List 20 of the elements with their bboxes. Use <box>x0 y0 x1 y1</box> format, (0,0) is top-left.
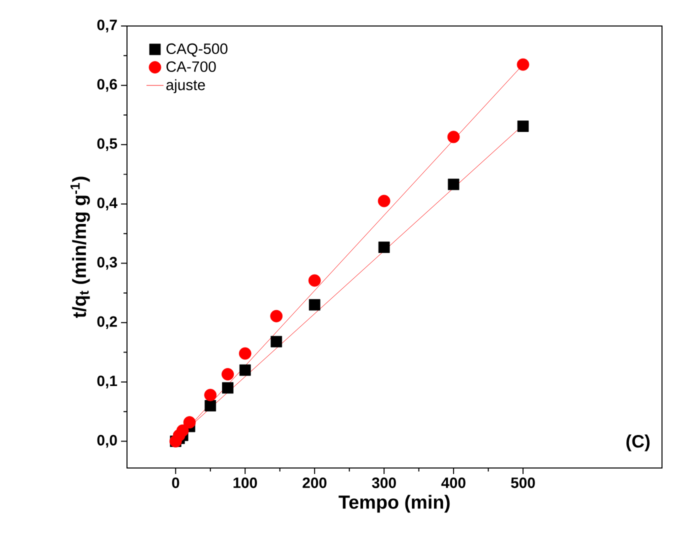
legend-label: CA-700 <box>166 61 216 72</box>
y-tick-label: 0,0 <box>97 434 117 448</box>
x-tick-label: 0 <box>172 477 180 488</box>
x-tick-label: 200 <box>302 477 326 488</box>
x-tick-label: 300 <box>372 477 396 488</box>
x-tick-label: 500 <box>511 477 535 488</box>
y-tick-label: 0,6 <box>97 78 117 92</box>
annotation: (C) <box>626 434 650 452</box>
x-tick-label: 400 <box>441 477 466 488</box>
legend-label: ajuste <box>166 79 205 94</box>
x-axis-title: Tempo (min) <box>338 494 450 513</box>
legend-label: CAQ-500 <box>166 43 228 57</box>
y-tick-label: 0,7 <box>97 20 117 32</box>
y-tick-label: 0,5 <box>97 138 118 152</box>
y-tick-label: 0,1 <box>97 376 118 388</box>
x-tick-label: 100 <box>234 477 257 488</box>
y-tick-label: 0,4 <box>97 198 118 210</box>
y-tick-label: 0,3 <box>97 256 117 270</box>
y-tick-label: 0,2 <box>97 316 117 330</box>
y-axis-title: t/q$_{t}$ (min/mg g$^{-1}$) <box>70 176 90 318</box>
